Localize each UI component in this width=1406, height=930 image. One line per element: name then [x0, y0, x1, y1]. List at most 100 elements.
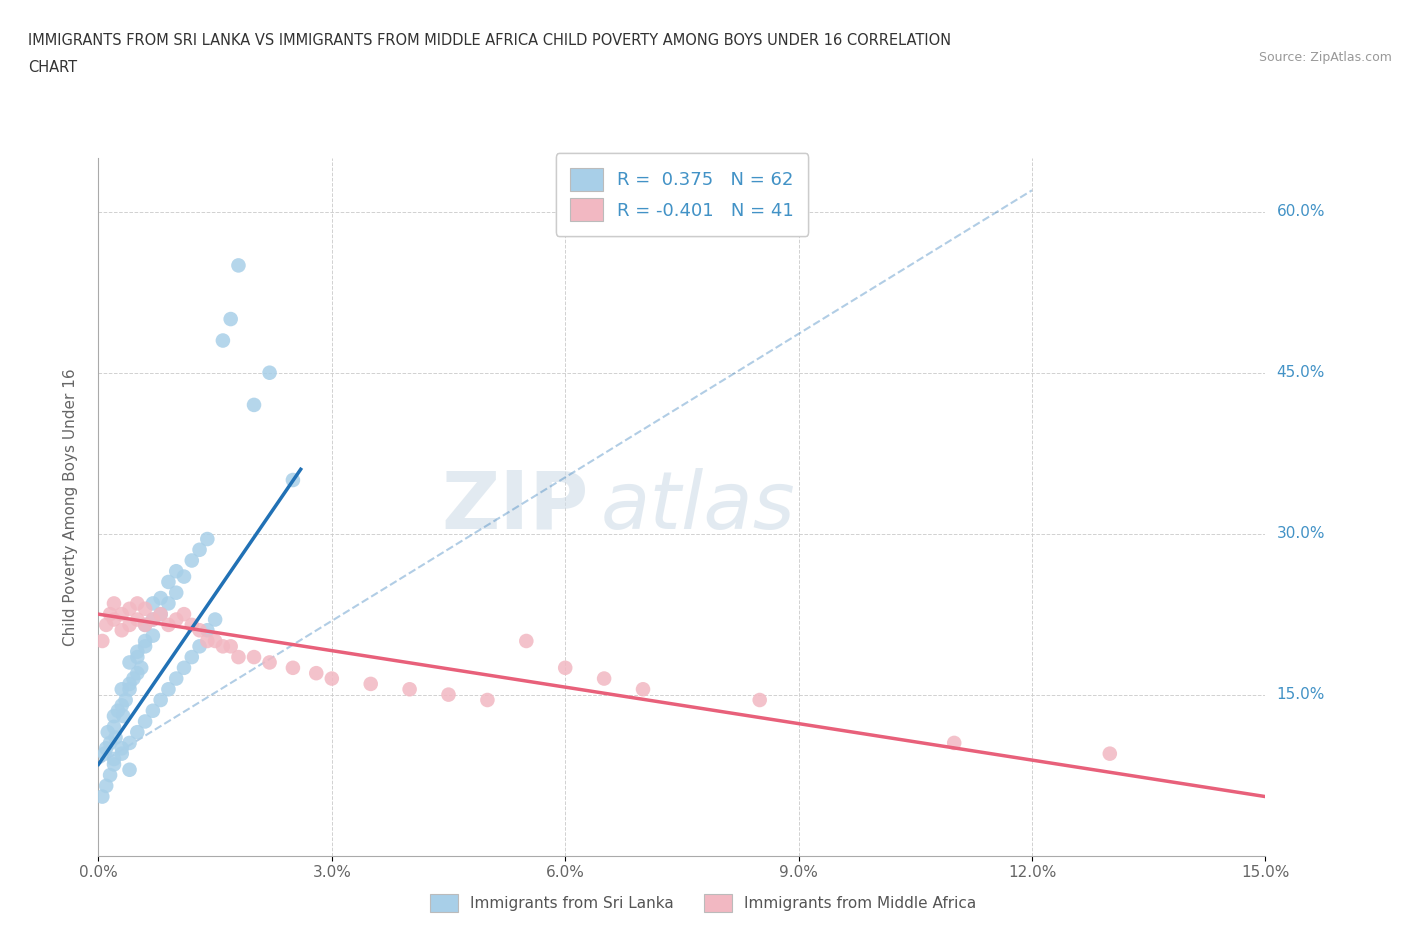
- Point: [118, 618, 141, 632]
- Point: [398, 682, 420, 697]
- Point: [593, 671, 616, 686]
- Point: [305, 666, 328, 681]
- Legend: R =  0.375   N = 62, R = -0.401   N = 41: R = 0.375 N = 62, R = -0.401 N = 41: [555, 153, 808, 235]
- Point: [157, 575, 180, 590]
- Point: [173, 569, 195, 584]
- Point: [98, 606, 121, 621]
- Point: [149, 591, 172, 605]
- Point: [259, 655, 281, 670]
- Point: [111, 698, 134, 712]
- Point: [111, 741, 134, 756]
- Point: [204, 633, 226, 648]
- Point: [360, 676, 382, 691]
- Text: 60.0%: 60.0%: [1277, 205, 1324, 219]
- Point: [91, 633, 114, 648]
- Point: [157, 596, 180, 611]
- Text: 30.0%: 30.0%: [1277, 526, 1324, 541]
- Point: [195, 633, 218, 648]
- Point: [127, 612, 149, 627]
- Point: [149, 606, 172, 621]
- Point: [111, 682, 134, 697]
- Point: [631, 682, 654, 697]
- Point: [127, 724, 149, 739]
- Point: [149, 693, 172, 708]
- Point: [173, 606, 195, 621]
- Point: [127, 650, 149, 665]
- Point: [243, 650, 266, 665]
- Point: [228, 650, 250, 665]
- Point: [188, 639, 211, 654]
- Point: [195, 623, 218, 638]
- Legend: Immigrants from Sri Lanka, Immigrants from Middle Africa: Immigrants from Sri Lanka, Immigrants fr…: [423, 888, 983, 918]
- Point: [228, 258, 250, 272]
- Point: [204, 612, 226, 627]
- Point: [142, 703, 165, 718]
- Point: [111, 606, 134, 621]
- Point: [188, 542, 211, 557]
- Point: [103, 596, 125, 611]
- Text: CHART: CHART: [28, 60, 77, 75]
- Point: [103, 612, 125, 627]
- Text: IMMIGRANTS FROM SRI LANKA VS IMMIGRANTS FROM MIDDLE AFRICA CHILD POVERTY AMONG B: IMMIGRANTS FROM SRI LANKA VS IMMIGRANTS …: [28, 33, 952, 47]
- Text: Source: ZipAtlas.com: Source: ZipAtlas.com: [1258, 51, 1392, 64]
- Point: [93, 746, 115, 761]
- Point: [111, 746, 134, 761]
- Point: [122, 671, 145, 686]
- Point: [180, 650, 202, 665]
- Point: [118, 682, 141, 697]
- Point: [142, 612, 165, 627]
- Point: [515, 633, 537, 648]
- Point: [142, 628, 165, 643]
- Point: [134, 633, 156, 648]
- Point: [165, 585, 187, 600]
- Point: [180, 553, 202, 568]
- Point: [134, 618, 156, 632]
- Point: [173, 660, 195, 675]
- Point: [118, 655, 141, 670]
- Point: [103, 709, 125, 724]
- Point: [114, 693, 136, 708]
- Point: [157, 618, 180, 632]
- Point: [748, 693, 770, 708]
- Point: [134, 618, 156, 632]
- Point: [98, 736, 121, 751]
- Point: [219, 312, 242, 326]
- Point: [112, 709, 135, 724]
- Point: [96, 741, 118, 756]
- Point: [96, 618, 118, 632]
- Y-axis label: Child Poverty Among Boys Under 16: Child Poverty Among Boys Under 16: [63, 368, 77, 645]
- Text: 45.0%: 45.0%: [1277, 365, 1324, 380]
- Point: [212, 333, 235, 348]
- Point: [103, 751, 125, 766]
- Text: atlas: atlas: [600, 468, 794, 546]
- Point: [165, 671, 187, 686]
- Point: [98, 767, 121, 782]
- Point: [219, 639, 242, 654]
- Point: [134, 602, 156, 617]
- Point: [243, 397, 266, 412]
- Point: [103, 720, 125, 735]
- Point: [321, 671, 343, 686]
- Point: [1098, 746, 1121, 761]
- Point: [91, 790, 114, 804]
- Point: [165, 612, 187, 627]
- Point: [149, 606, 172, 621]
- Point: [118, 602, 141, 617]
- Point: [107, 703, 129, 718]
- Point: [97, 724, 120, 739]
- Point: [103, 757, 125, 772]
- Point: [180, 618, 202, 632]
- Point: [259, 365, 281, 380]
- Point: [188, 623, 211, 638]
- Point: [281, 660, 304, 675]
- Point: [212, 639, 235, 654]
- Point: [127, 666, 149, 681]
- Point: [943, 736, 966, 751]
- Point: [142, 596, 165, 611]
- Point: [554, 660, 576, 675]
- Point: [111, 623, 134, 638]
- Point: [142, 612, 165, 627]
- Point: [134, 714, 156, 729]
- Point: [157, 682, 180, 697]
- Point: [127, 596, 149, 611]
